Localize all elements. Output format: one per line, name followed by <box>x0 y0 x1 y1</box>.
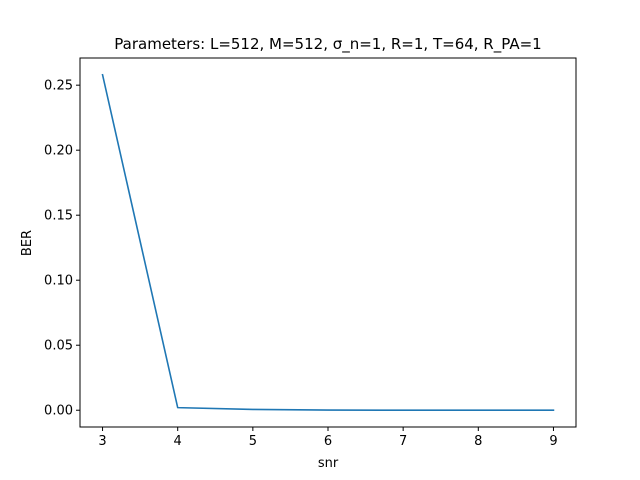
x-axis: 3 4 5 6 7 8 9 <box>98 427 558 449</box>
x-tick-label: 7 <box>399 434 407 449</box>
y-axis: 0.00 0.05 0.10 0.15 0.20 0.25 <box>44 79 80 419</box>
y-tick-label: 0.10 <box>44 274 73 289</box>
x-tick-label: 6 <box>324 434 332 449</box>
x-tick-label: 9 <box>549 434 557 449</box>
x-tick-label: 8 <box>474 434 482 449</box>
y-tick-label: 0.15 <box>44 209 73 224</box>
y-tick-label: 0.00 <box>44 404 73 419</box>
series-line-0 <box>101 73 555 412</box>
x-tick-label: 3 <box>98 434 106 449</box>
x-tick-label: 5 <box>249 434 257 449</box>
series-layer <box>101 73 555 412</box>
x-tick-label: 4 <box>174 434 182 449</box>
plot-frame <box>79 57 577 428</box>
x-axis-label: snr <box>318 456 339 471</box>
y-tick-label: 0.25 <box>44 79 73 94</box>
y-tick-label: 0.05 <box>44 339 73 354</box>
plot-area <box>79 57 577 428</box>
y-axis-label: BER <box>20 230 35 256</box>
chart-title: Parameters: L=512, M=512, σ_n=1, R=1, T=… <box>114 35 541 54</box>
y-tick-label: 0.20 <box>44 144 73 159</box>
